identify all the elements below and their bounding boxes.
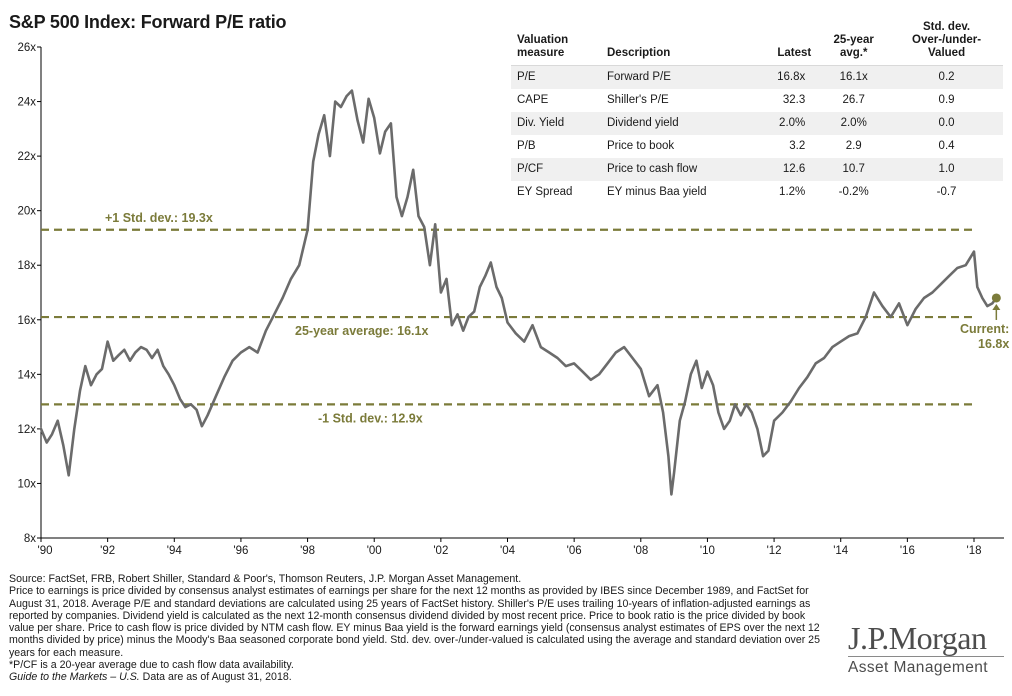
cell-description: Price to book xyxy=(607,140,675,152)
cell-avg: -0.2% xyxy=(838,186,869,198)
cell-measure: P/CF xyxy=(511,158,601,181)
guide-title: Guide to the Markets – U.S. xyxy=(9,671,140,684)
y-tick-label: 26x xyxy=(17,42,36,54)
y-tick-label: 22x xyxy=(17,151,36,163)
logo-wordmark: J.P.Morgan xyxy=(848,620,987,656)
x-tick-label: '94 xyxy=(167,545,183,557)
y-tick-label: 14x xyxy=(17,369,36,381)
x-tick-label: '06 xyxy=(567,545,582,557)
x-tick-label: '08 xyxy=(633,545,648,557)
x-tick-label: '00 xyxy=(367,545,382,557)
jpmorgan-logo: J.P.Morgan Asset Management xyxy=(848,622,1004,677)
current-value: 16.8x xyxy=(978,337,1009,351)
cell-description: Price to cash flow xyxy=(601,158,753,181)
data-as-of: Data are as of August 31, 2018. xyxy=(142,671,292,684)
y-tick-label: 24x xyxy=(17,97,36,109)
cell-std: -0.7 xyxy=(936,186,957,198)
cell-std: 1.0 xyxy=(890,158,1003,181)
cell-measure: P/E xyxy=(511,65,601,89)
cell-avg: 2.0% xyxy=(817,112,891,135)
x-tick-label: '10 xyxy=(700,545,715,557)
cell-latest: 3.2 xyxy=(789,140,806,152)
cell-std: 0.4 xyxy=(938,140,955,152)
cell-std: 0.9 xyxy=(938,94,955,106)
cell-description: EY minus Baa yield xyxy=(607,186,707,198)
cell-latest: 1.2% xyxy=(779,186,806,198)
x-tick-label: '98 xyxy=(300,545,315,557)
x-tick-label: '04 xyxy=(500,545,516,557)
y-tick-label: 12x xyxy=(17,424,36,436)
cell-latest: 32.3 xyxy=(782,94,806,106)
reference-line-label: 25-year average: 16.1x xyxy=(295,324,428,338)
reference-line-label: +1 Std. dev.: 19.3x xyxy=(105,211,213,225)
cell-avg: 16.1x xyxy=(817,65,891,89)
cell-latest: 2.0% xyxy=(753,112,818,135)
cell-latest: 16.8x xyxy=(753,65,818,89)
header-25-year-avg: 25-year avg.* xyxy=(817,14,891,66)
series-layer xyxy=(39,89,998,496)
cell-std: 0.0 xyxy=(890,112,1003,135)
series-line xyxy=(39,89,998,496)
y-tick-label: 20x xyxy=(17,206,36,218)
x-tick-label: '96 xyxy=(233,545,248,557)
logo-subtitle: Asset Management xyxy=(848,656,1004,677)
header-latest: Latest xyxy=(753,14,818,66)
current-arrow-head xyxy=(992,303,1001,310)
pcf-note: *P/CF is a 20-year average due to cash f… xyxy=(9,659,294,672)
chart-plot: 26x 24x 22x 20x 18x 16x 14x 12x 10x 8x'90 '92 '94 '9… xyxy=(17,42,1009,557)
table-row: CAPE Shiller's P/E 32.3 26.7 0.9 xyxy=(511,89,1003,112)
cell-description: Forward P/E xyxy=(601,65,753,89)
x-tick-label: '18 xyxy=(967,545,982,557)
cell-avg: 26.7 xyxy=(842,94,865,106)
x-tick-label: '02 xyxy=(433,545,448,557)
cell-std: 0.2 xyxy=(890,65,1003,89)
x-tick-label: '12 xyxy=(767,545,782,557)
cell-measure: CAPE xyxy=(517,94,549,106)
current-point xyxy=(991,293,1001,303)
cell-avg: 2.9 xyxy=(845,140,862,152)
x-tick-label: '14 xyxy=(833,545,849,557)
table-header-row: Valuation measure Description Latest 25-y… xyxy=(511,14,1003,66)
header-std-dev: Std. dev. Over-/under- Valued xyxy=(890,14,1003,66)
data-date-note: Guide to the Markets – U.S. Data are as … xyxy=(9,671,831,683)
methodology-note: Price to earnings is price divided by co… xyxy=(9,585,820,659)
y-tick-label: 18x xyxy=(17,260,36,272)
table-row: P/E Forward P/E 16.8x 16.1x 0.2 xyxy=(511,65,1003,89)
y-tick-label: 10x xyxy=(17,478,36,490)
x-tick-label: '16 xyxy=(900,545,915,557)
reference-line-label: -1 Std. dev.: 12.9x xyxy=(318,411,423,425)
y-tick-label: 8x xyxy=(24,533,36,545)
x-tick-label: '92 xyxy=(100,545,115,557)
valuation-table: Valuation measure Description Latest 25-y… xyxy=(511,14,1003,204)
table-row: EY Spread EY minus Baa yield 1.2% -0.2% … xyxy=(511,181,1003,204)
header-description: Description xyxy=(601,14,753,66)
chart-title: S&P 500 Index: Forward P/E ratio xyxy=(9,12,287,32)
footnotes: Source: FactSet, FRB, Robert Shiller, St… xyxy=(9,573,831,684)
cell-description: Dividend yield xyxy=(601,112,753,135)
current-label: Current: xyxy=(960,322,1009,336)
table-row: P/B Price to book 3.2 2.9 0.4 xyxy=(511,135,1003,158)
cell-description: Shiller's P/E xyxy=(607,94,669,106)
cell-latest: 12.6 xyxy=(753,158,818,181)
labels-layer: +1 Std. dev.: 19.3x 25-year average: 16.1… xyxy=(105,211,1009,426)
cell-avg: 10.7 xyxy=(817,158,891,181)
cell-measure: Div. Yield xyxy=(511,112,601,135)
header-valuation-measure: Valuation measure xyxy=(511,14,601,66)
axes: 26x 24x 22x 20x 18x 16x 14x 12x 10x 8x'90 '92 '94 '9… xyxy=(17,42,1004,557)
cell-measure: P/B xyxy=(517,140,536,152)
cell-measure: EY Spread xyxy=(517,186,573,198)
x-tick-label: '90 xyxy=(38,545,53,557)
y-tick-label: 16x xyxy=(17,315,36,327)
table-row: Div. Yield Dividend yield 2.0% 2.0% 0.0 xyxy=(511,112,1003,135)
table-row: P/CF Price to cash flow 12.6 10.7 1.0 xyxy=(511,158,1003,181)
source-note: Source: FactSet, FRB, Robert Shiller, St… xyxy=(9,573,522,585)
